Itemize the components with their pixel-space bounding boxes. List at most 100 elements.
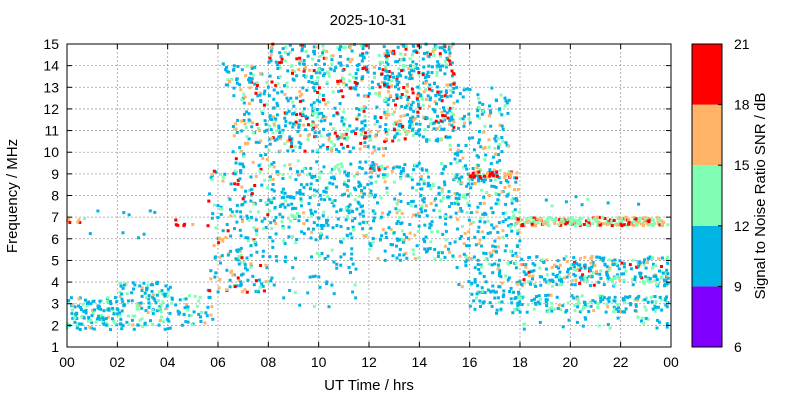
data-point (547, 224, 551, 228)
data-point (354, 267, 358, 271)
data-point (466, 182, 470, 186)
data-point (595, 270, 598, 273)
data-point (402, 238, 406, 242)
data-point (400, 169, 403, 173)
data-point (460, 181, 464, 185)
data-point (199, 315, 202, 319)
data-point (489, 172, 493, 176)
data-point (481, 109, 485, 113)
data-point (479, 305, 482, 308)
data-point (256, 94, 260, 98)
data-point (280, 190, 284, 194)
data-point (428, 226, 432, 230)
data-point (451, 90, 455, 94)
data-point (235, 284, 239, 288)
data-point (340, 193, 344, 197)
data-point (661, 223, 665, 227)
data-point (598, 223, 602, 227)
data-point (165, 307, 169, 310)
data-point (137, 236, 140, 240)
data-point (399, 95, 403, 99)
data-point (309, 182, 313, 186)
data-point (184, 320, 188, 324)
data-point (424, 204, 428, 208)
data-point (504, 218, 508, 222)
data-point (307, 227, 310, 231)
data-point (408, 223, 412, 226)
data-point (224, 83, 228, 87)
data-point (226, 253, 230, 257)
data-point (255, 233, 259, 237)
data-point (533, 263, 537, 267)
data-point (663, 298, 667, 302)
data-point (120, 292, 124, 296)
data-point (397, 208, 401, 212)
data-point (417, 102, 420, 106)
data-point (573, 265, 576, 269)
data-point (351, 146, 355, 150)
data-point (430, 89, 434, 93)
data-point (435, 70, 439, 74)
data-point (155, 293, 159, 297)
data-point (611, 280, 614, 284)
data-point (424, 80, 428, 83)
data-point (409, 116, 412, 120)
data-point (291, 149, 295, 153)
data-point (293, 70, 297, 74)
data-point (565, 219, 569, 223)
data-point (363, 141, 367, 145)
data-point (257, 290, 261, 294)
data-point (506, 278, 510, 282)
data-point (435, 64, 439, 68)
data-point (383, 167, 387, 171)
data-point (380, 215, 384, 219)
data-point (247, 78, 251, 82)
data-point (305, 74, 309, 78)
data-point (564, 200, 568, 204)
data-point (434, 119, 438, 123)
data-point (292, 277, 296, 280)
data-point (314, 135, 318, 138)
data-point (107, 307, 111, 311)
data-point (223, 172, 227, 176)
data-point (329, 67, 333, 71)
data-point (656, 305, 660, 309)
data-point (434, 94, 438, 97)
data-point (425, 139, 429, 143)
data-point (327, 74, 331, 78)
data-point (283, 142, 287, 146)
data-point (315, 178, 319, 182)
data-point (304, 114, 308, 118)
data-point (489, 289, 493, 293)
data-point (237, 248, 241, 252)
data-point (395, 222, 399, 225)
data-point (208, 192, 212, 196)
data-point (532, 218, 536, 222)
data-point (595, 271, 598, 275)
data-point (439, 54, 442, 58)
data-point (324, 102, 328, 106)
data-point (580, 294, 584, 298)
data-point (444, 63, 448, 67)
data-point (605, 265, 609, 269)
data-point (624, 215, 628, 219)
data-point (303, 67, 307, 71)
data-point (210, 178, 214, 182)
data-point (158, 305, 162, 308)
data-point (330, 201, 334, 204)
data-point (445, 111, 449, 115)
data-point (509, 175, 513, 179)
data-point (518, 300, 522, 304)
data-point (318, 54, 322, 58)
data-point (619, 309, 623, 313)
data-point (576, 302, 580, 306)
data-point (122, 283, 126, 287)
data-point (143, 322, 147, 326)
data-point (348, 46, 352, 50)
data-point (104, 321, 108, 325)
data-point (291, 71, 294, 75)
data-point (455, 99, 459, 103)
data-point (350, 247, 354, 251)
data-point (488, 174, 492, 178)
data-point (427, 138, 431, 142)
